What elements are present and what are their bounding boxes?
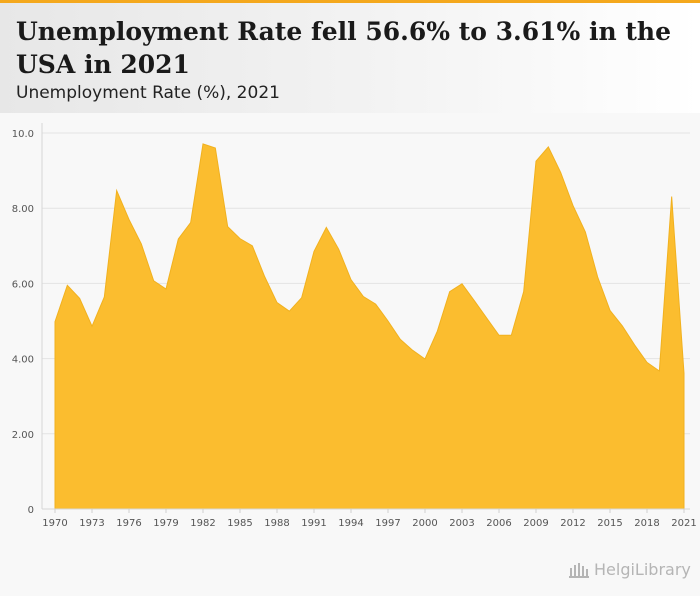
x-tick-label: 1982 <box>190 518 215 529</box>
x-tick-label: 1997 <box>375 518 400 529</box>
x-tick-label: 2021 <box>671 518 696 529</box>
chart-subtitle: Unemployment Rate (%), 2021 <box>16 83 280 103</box>
x-tick-label: 2003 <box>449 518 474 529</box>
x-tick-label: 1973 <box>79 518 104 529</box>
accent-bar <box>0 0 700 3</box>
x-tick-label: 2006 <box>486 518 511 529</box>
y-tick-label: 10.0 <box>12 129 34 140</box>
helgi-library-logo: HelgiLibrary <box>568 560 691 579</box>
chart-header: Unemployment Rate fell 56.6% to 3.61% in… <box>0 3 700 113</box>
logo-text: HelgiLibrary <box>594 560 691 579</box>
x-tick-label: 1979 <box>153 518 178 529</box>
y-tick-label: 0 <box>28 505 34 516</box>
x-tick-label: 1970 <box>42 518 67 529</box>
x-tick-label: 2000 <box>412 518 437 529</box>
y-tick-label: 8.00 <box>12 204 34 215</box>
y-tick-label: 2.00 <box>12 430 34 441</box>
library-building-icon <box>569 562 589 578</box>
x-tick-label: 1991 <box>301 518 326 529</box>
x-tick-label: 1985 <box>227 518 252 529</box>
x-tick-label: 1994 <box>338 518 363 529</box>
y-tick-label: 6.00 <box>12 279 34 290</box>
chart-title: Unemployment Rate fell 56.6% to 3.61% in… <box>16 17 671 79</box>
x-tick-label: 2009 <box>523 518 548 529</box>
x-tick-label: 1988 <box>264 518 289 529</box>
x-tick-label: 2012 <box>560 518 585 529</box>
series-area <box>54 143 685 510</box>
y-tick-label: 4.00 <box>12 355 34 366</box>
x-tick-label: 2015 <box>597 518 622 529</box>
x-tick-label: 2018 <box>634 518 659 529</box>
x-tick-label: 1976 <box>116 518 141 529</box>
